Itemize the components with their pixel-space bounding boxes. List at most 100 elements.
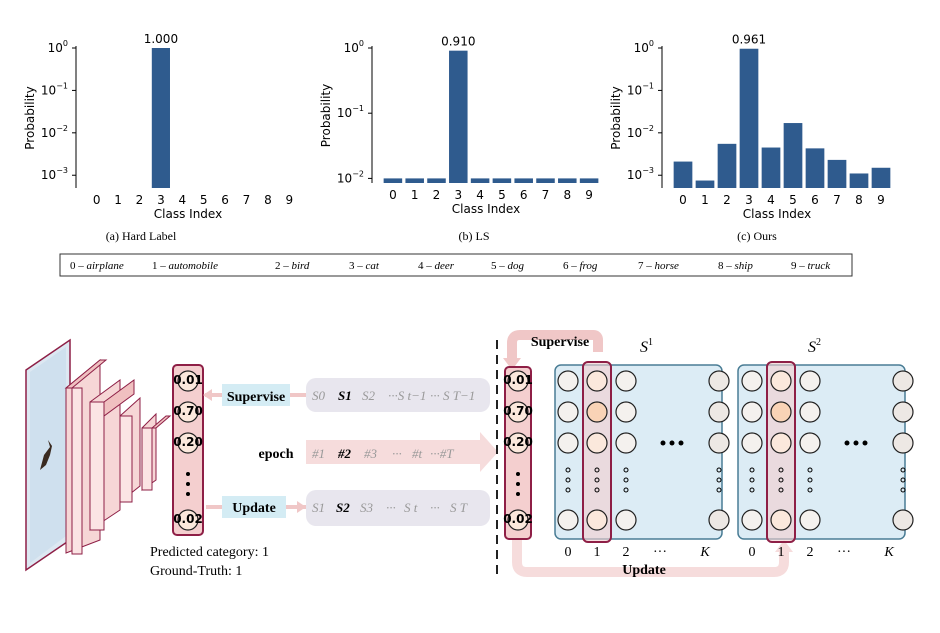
column-label: 0 (565, 545, 572, 560)
y-tick-label: 10−2 (337, 169, 364, 185)
x-tick-label: 5 (789, 193, 797, 207)
right-update-label: Update (622, 563, 666, 578)
sequence-item: ··· (392, 446, 402, 461)
sequence-item: #3 (364, 446, 378, 461)
matrix-cell (799, 370, 821, 392)
matrix-cell (741, 370, 763, 392)
matrix-cell (615, 432, 637, 454)
y-axis-label: Probability (319, 84, 333, 147)
x-tick-label: 6 (221, 193, 229, 207)
matrix-panel-s2 (737, 364, 906, 540)
sequence-item: ···S t−1 (388, 388, 426, 403)
matrix-cell (586, 370, 608, 392)
bar-3 (739, 48, 759, 188)
matrix-vertical-dot (623, 467, 629, 473)
bar-2 (717, 143, 737, 188)
matrix-cell (557, 401, 579, 423)
sequence-item: S t (404, 500, 418, 515)
x-tick-label: 2 (433, 188, 441, 202)
matrix-cell (892, 432, 914, 454)
matrix-vertical-dot (594, 467, 600, 473)
epoch-arrow (306, 432, 498, 472)
legend: 0 – airplane 1 – automobile 2 – bird 3 – ca… (70, 260, 831, 272)
matrix-cell (770, 432, 792, 454)
legend-entry: 8 – ship (718, 260, 753, 272)
matrix-vertical-dot (716, 467, 722, 473)
x-tick-label: 7 (833, 193, 841, 207)
y-tick-label: 10−1 (337, 104, 364, 120)
legend-entry: 3 – cat (349, 260, 380, 272)
matrix-cell (615, 509, 637, 531)
bar-0 (673, 161, 693, 188)
x-tick-label: 8 (563, 188, 571, 202)
x-tick-label: 7 (243, 193, 251, 207)
sequence-item: ··· (386, 500, 396, 515)
sequence-item: ···#T (430, 446, 454, 461)
prob-circles-left: 0.01 0.70 0.20 0.02 (173, 370, 203, 531)
supervise-arrow-head (203, 389, 212, 401)
y-tick-label: 10−3 (41, 166, 68, 182)
sequence-item: #1 (312, 446, 325, 461)
bar-4 (761, 147, 781, 188)
matrix-cell (557, 432, 579, 454)
x-tick-label: 2 (136, 193, 144, 207)
matrix-ellipsis (844, 440, 850, 446)
sequence-item: S2 (362, 388, 376, 403)
y-tick-label: 10−3 (627, 166, 654, 182)
supervise-label: Supervise (227, 390, 285, 405)
matrix-vertical-dot (623, 477, 629, 483)
prob-circle (507, 401, 529, 423)
legend-entry: 0 – airplane (70, 260, 124, 272)
column-label: 2 (807, 545, 814, 560)
update-arrow-head (297, 501, 306, 513)
x-tick-label: 1 (411, 188, 419, 202)
bar-8 (849, 173, 869, 188)
column-label: 1 (594, 545, 601, 560)
prob-circle (507, 370, 529, 392)
x-tick-label: 5 (200, 193, 208, 207)
column-label: ··· (837, 545, 851, 560)
matrix-vertical-dot (749, 467, 755, 473)
prob-value: 0.20 (503, 435, 533, 449)
matrix-cell (708, 432, 730, 454)
bar-6 (514, 178, 533, 183)
matrix-cell (799, 509, 821, 531)
x-tick-label: 7 (542, 188, 550, 202)
right-supervise-label: Supervise (531, 335, 589, 350)
matrix-vertical-dot (778, 467, 784, 473)
matrix-column-labels: 0 1 2 ··· K 0 1 2 ··· K (565, 545, 895, 560)
update-label-bg (222, 496, 286, 518)
x-axis-label: Class Index (154, 207, 222, 221)
prob-circle (507, 432, 529, 454)
sequence-item: S2 (336, 500, 350, 515)
bar-9 (579, 178, 599, 183)
matrix-vertical-dot (716, 487, 722, 493)
matrix-vertical-dot (623, 487, 629, 493)
x-tick-label: 4 (476, 188, 484, 202)
matrix-vertical-dot (778, 477, 784, 483)
column-label: K (883, 545, 894, 560)
caption-b: (b) LS (459, 229, 490, 243)
predicted-category: Predicted category: 1 (150, 545, 269, 560)
bar-7 (536, 178, 555, 183)
matrix-vertical-dot (565, 477, 571, 483)
x-tick-label: 9 (585, 188, 593, 202)
cnn-layers (64, 358, 172, 555)
y-tick-label: 100 (344, 39, 364, 55)
legend-entry: 7 – horse (638, 260, 679, 272)
prob-circle (507, 509, 529, 531)
prob-circles-right: 0.01 0.70 0.20 0.02 (503, 370, 533, 531)
supervise-label-bg (222, 384, 290, 406)
matrix-vertical-dot (900, 477, 906, 483)
s-sequence-top: S0 S1 S2 ···S t−1 ··· S T−1 (312, 388, 475, 403)
column-label: 1 (778, 545, 785, 560)
ellipsis-dot (186, 492, 190, 496)
legend-entry: 5 – dog (491, 260, 525, 272)
matrix-cell (708, 509, 730, 531)
y-tick-label: 10−1 (41, 81, 68, 97)
sequence-item: #t (412, 446, 423, 461)
matrix1-title: S1 (640, 337, 653, 356)
matrix-cell (741, 509, 763, 531)
matrix-ellipsis (862, 440, 868, 446)
